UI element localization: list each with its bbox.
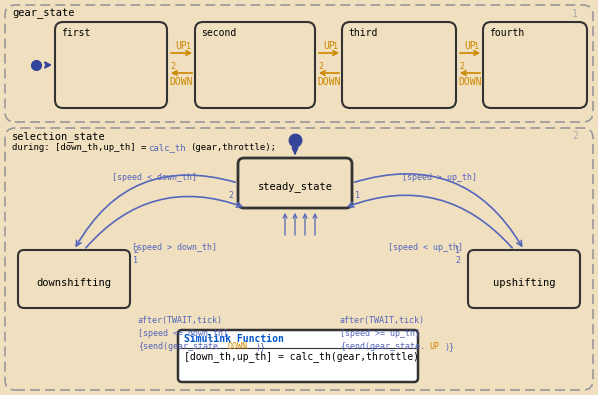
Text: {send(gear_state.: {send(gear_state. xyxy=(340,342,425,351)
Text: )}: )} xyxy=(445,342,455,351)
Text: [speed < down_th]: [speed < down_th] xyxy=(112,173,197,182)
FancyBboxPatch shape xyxy=(5,128,593,390)
Text: [speed <= down_th]: [speed <= down_th] xyxy=(138,329,228,338)
Text: after(TWAIT,tick): after(TWAIT,tick) xyxy=(340,316,425,325)
FancyBboxPatch shape xyxy=(55,22,167,108)
Text: (gear,throttle);: (gear,throttle); xyxy=(190,143,276,152)
Text: [speed > up_th]: [speed > up_th] xyxy=(402,173,477,182)
Text: [down_th,up_th] = calc_th(gear,throttle): [down_th,up_th] = calc_th(gear,throttle) xyxy=(184,351,419,362)
Text: selection_state: selection_state xyxy=(12,131,106,142)
Text: 2: 2 xyxy=(459,62,464,71)
Text: UP: UP xyxy=(175,41,187,51)
Text: 2: 2 xyxy=(228,191,233,200)
Text: 1: 1 xyxy=(186,42,191,51)
FancyBboxPatch shape xyxy=(195,22,315,108)
FancyBboxPatch shape xyxy=(238,158,352,208)
Text: downshifting: downshifting xyxy=(36,278,111,288)
Text: calc_th: calc_th xyxy=(148,143,185,152)
Text: 1: 1 xyxy=(572,9,578,19)
Text: {send(gear_state.: {send(gear_state. xyxy=(138,342,223,351)
Text: second: second xyxy=(201,28,236,38)
Text: 1: 1 xyxy=(474,42,479,51)
Text: 2: 2 xyxy=(133,246,138,255)
Text: after(TWAIT,tick): after(TWAIT,tick) xyxy=(138,316,223,325)
Text: Simulink Function: Simulink Function xyxy=(184,334,284,344)
FancyBboxPatch shape xyxy=(178,330,418,382)
Text: fourth: fourth xyxy=(489,28,524,38)
Text: [speed > down_th]: [speed > down_th] xyxy=(133,243,218,252)
Text: 2: 2 xyxy=(572,131,578,141)
Text: 2: 2 xyxy=(455,256,460,265)
Text: UP: UP xyxy=(429,342,439,351)
FancyBboxPatch shape xyxy=(5,5,593,122)
Text: upshifting: upshifting xyxy=(493,278,556,288)
Text: 1: 1 xyxy=(133,256,138,265)
Text: DOWN: DOWN xyxy=(227,342,247,351)
Text: 2: 2 xyxy=(170,62,175,71)
Text: [speed >= up_th]: [speed >= up_th] xyxy=(340,329,420,338)
Text: 1: 1 xyxy=(333,42,338,51)
Text: 1: 1 xyxy=(455,246,460,255)
Text: first: first xyxy=(61,28,90,38)
Text: steady_state: steady_state xyxy=(258,182,332,192)
Text: DOWN: DOWN xyxy=(169,77,193,87)
FancyBboxPatch shape xyxy=(468,250,580,308)
FancyBboxPatch shape xyxy=(18,250,130,308)
Text: third: third xyxy=(348,28,377,38)
FancyBboxPatch shape xyxy=(483,22,587,108)
Text: during: [down_th,up_th] =: during: [down_th,up_th] = xyxy=(12,143,152,152)
Text: DOWN: DOWN xyxy=(318,77,341,87)
Text: gear_state: gear_state xyxy=(12,9,75,19)
Text: 2: 2 xyxy=(318,62,323,71)
Text: UP: UP xyxy=(323,41,335,51)
FancyBboxPatch shape xyxy=(342,22,456,108)
Text: DOWN: DOWN xyxy=(458,77,482,87)
Text: )}: )} xyxy=(256,342,266,351)
Text: UP: UP xyxy=(464,41,476,51)
Text: [speed < up_th]: [speed < up_th] xyxy=(388,243,462,252)
Text: 1: 1 xyxy=(355,191,360,200)
